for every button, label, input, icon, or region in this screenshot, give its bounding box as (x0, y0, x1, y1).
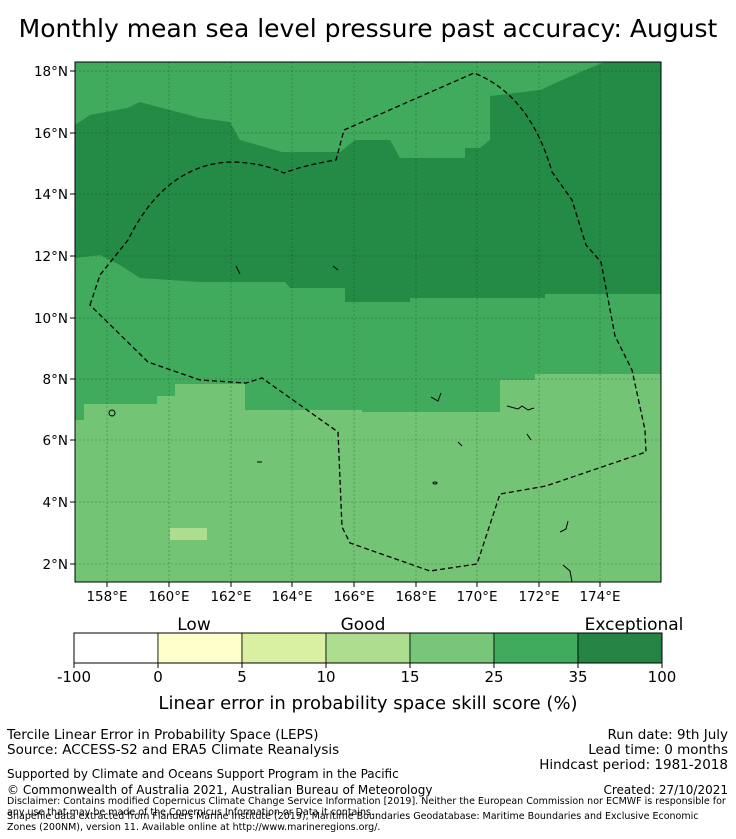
lon-tick-label: 172°E (518, 589, 559, 605)
colorbar-swatch (241, 632, 327, 664)
colorbar-swatch (157, 632, 243, 664)
colorbar-swatch (325, 632, 411, 664)
skill-category-label: Low (177, 615, 211, 635)
colorbar-tick-label: 25 (484, 668, 503, 686)
skill-category-label: Exceptional (585, 615, 684, 635)
lat-tick-label: 2°N (43, 557, 68, 573)
colorbar-frame (73, 632, 663, 664)
colorbar-tick-label: 10 (316, 668, 335, 686)
lon-tick-label: 174°E (579, 589, 620, 605)
colorbar-legend: Low Good Exceptional -100 0 5 10 15 25 35 100 Lin… (57, 615, 684, 714)
created-date: Created: 27/10/2021 (603, 783, 728, 797)
lon-tick-label: 166°E (333, 589, 374, 605)
map-frame (74, 61, 662, 583)
lat-tick-label: 4°N (43, 495, 68, 511)
skill-region-10-15 (170, 528, 207, 540)
lat-tick-label: 18°N (34, 64, 68, 80)
shapefile-credit: Shapefile data extracted from Flanders M… (7, 811, 699, 833)
disclaimer: Disclaimer: Contains modified Copernicus… (7, 796, 726, 816)
lon-tick-label: 164°E (271, 589, 312, 605)
lead-time: Lead time: 0 months (588, 742, 728, 758)
colorbar-tick-label: 5 (237, 668, 247, 686)
colorbar-caption: Linear error in probability space skill … (158, 693, 577, 714)
lat-tick-label: 6°N (43, 433, 68, 449)
copyright: © Commonwealth of Australia 2021, Austra… (7, 783, 433, 797)
map-gridlines (75, 62, 661, 582)
lon-tick-label: 170°E (456, 589, 497, 605)
lon-tick-label: 168°E (395, 589, 436, 605)
colorbar-swatch (493, 632, 579, 664)
footer-source: Source: ACCESS-S2 and ERA5 Climate Reana… (7, 742, 340, 758)
lat-tick-label: 8°N (43, 372, 68, 388)
colorbar-tick-label: -100 (57, 668, 91, 686)
lat-tick-label: 16°N (34, 126, 68, 142)
run-date: Run date: 9th July (607, 727, 728, 743)
longitude-axis: 158°E 160°E 162°E 164°E 166°E 168°E 170°E 172°E… (86, 582, 621, 605)
colorbar-tick-label: 0 (153, 668, 163, 686)
lon-tick-label: 160°E (148, 589, 189, 605)
colorbar-swatch (409, 632, 495, 664)
colorbar-swatch (73, 632, 159, 664)
colorbar-tick-label: 35 (568, 668, 587, 686)
colorbar-tick-label: 15 (400, 668, 419, 686)
page-title: Monthly mean sea level pressure past acc… (18, 14, 718, 43)
support-note: Supported by Climate and Oceans Support … (7, 767, 399, 781)
lon-tick-label: 158°E (86, 589, 127, 605)
lon-tick-label: 162°E (210, 589, 251, 605)
lat-tick-label: 14°N (34, 187, 68, 203)
colorbar-tick-label: 100 (648, 668, 677, 686)
latitude-axis: 18°N 16°N 14°N 12°N 10°N 8°N 6°N 4°N 2°N (34, 64, 75, 573)
lat-tick-label: 12°N (34, 249, 68, 265)
skill-region-35-100 (75, 62, 661, 302)
skill-map: 18°N 16°N 14°N 12°N 10°N 8°N 6°N 4°N 2°N 158°E 16… (34, 61, 662, 605)
colorbar-swatch (577, 632, 663, 664)
footer-method: Tercile Linear Error in Probability Spac… (7, 727, 319, 743)
hindcast-period: Hindcast period: 1981-2018 (539, 757, 728, 773)
lat-tick-label: 10°N (34, 311, 68, 327)
eez-boundary (89, 72, 647, 572)
island-outlines (108, 265, 573, 583)
skill-category-label: Good (341, 615, 386, 635)
